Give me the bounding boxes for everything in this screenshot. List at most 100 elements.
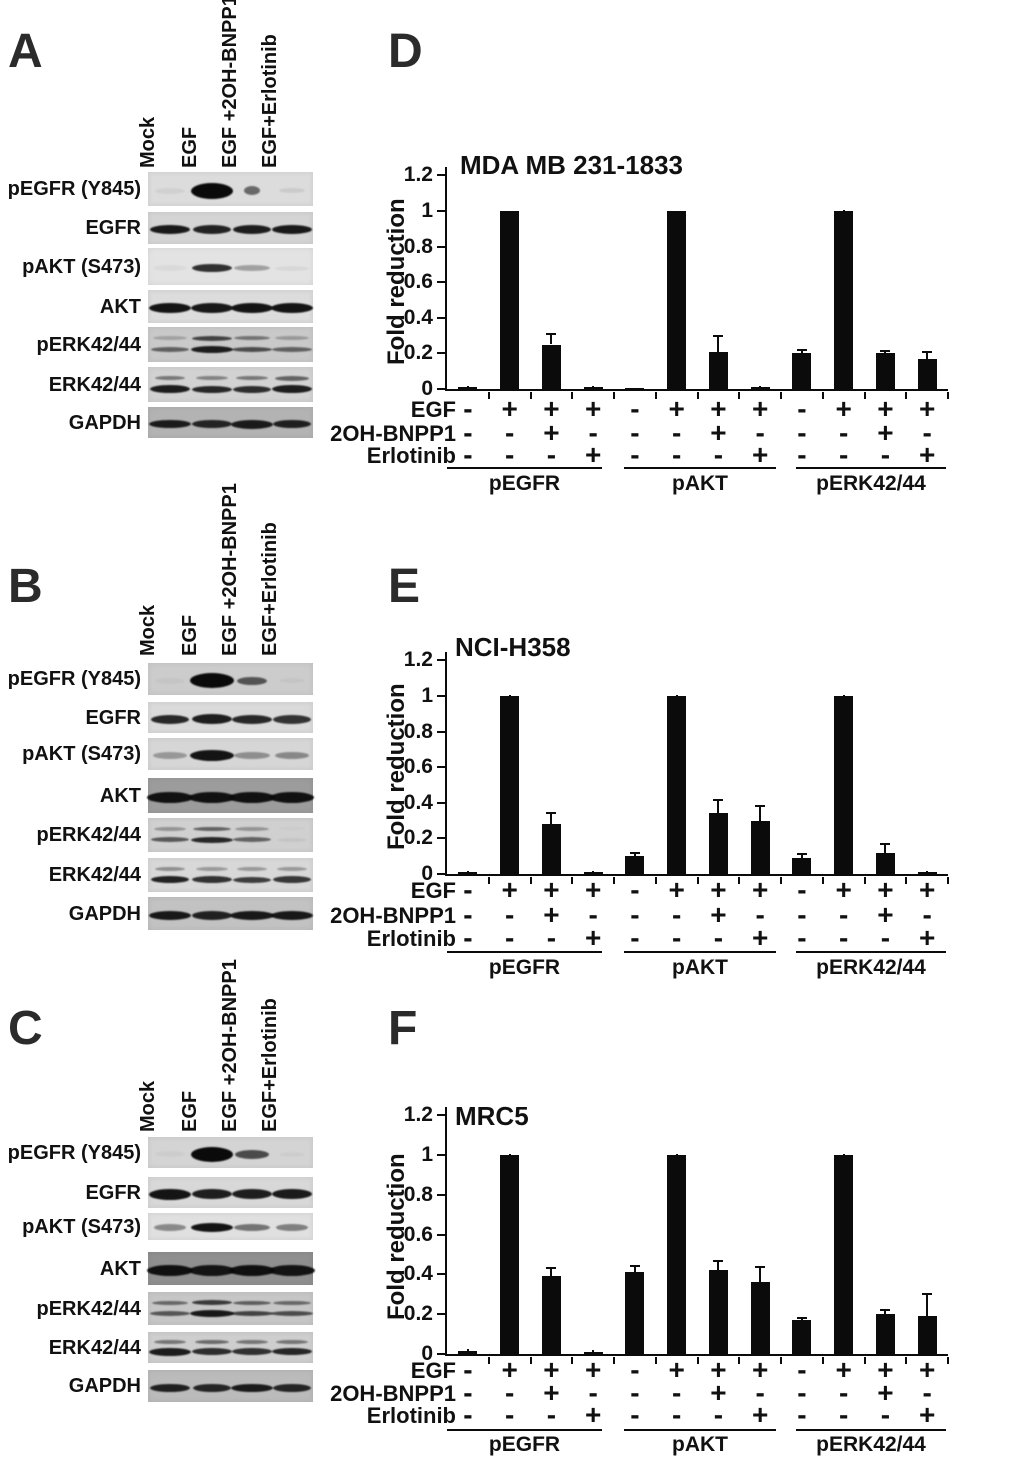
treatment-sign: - — [838, 1377, 849, 1408]
treatment-sign: + — [668, 1354, 685, 1385]
treatment-sign: - — [713, 1399, 724, 1430]
protein-band — [192, 1300, 232, 1306]
y-tick — [437, 1353, 445, 1355]
x-tick — [905, 1357, 908, 1364]
x-tick — [821, 1357, 824, 1364]
treatment-sign: - — [671, 899, 682, 930]
bar — [875, 852, 895, 874]
group-line — [796, 467, 946, 469]
protein-band — [269, 1264, 315, 1276]
blot-row-label: AKT — [99, 784, 141, 807]
treatment-sign: - — [797, 1354, 807, 1385]
treatment-sign: - — [671, 439, 682, 470]
y-tick — [437, 1313, 445, 1316]
protein-band — [190, 673, 234, 689]
x-tick — [654, 877, 657, 884]
treatment-sign: + — [543, 874, 560, 905]
bar — [625, 1272, 645, 1354]
error-bar — [884, 843, 887, 853]
protein-band — [154, 1224, 186, 1232]
blot-row-label: ERK42/44 — [48, 1336, 141, 1359]
y-tick-label: 0.8 — [403, 1182, 433, 1206]
x-tick — [905, 392, 908, 399]
error-bar — [800, 350, 803, 354]
error-bar — [842, 695, 845, 696]
protein-band — [149, 1188, 191, 1200]
x-tick — [738, 392, 741, 399]
treatment-sign: - — [671, 417, 682, 448]
y-tick-label: 0 — [421, 377, 433, 400]
treatment-sign: - — [838, 1399, 849, 1430]
protein-band — [192, 910, 232, 920]
group-label: pEGFR — [488, 956, 561, 979]
chart-title-e: NCI-H358 — [455, 632, 571, 662]
treatment-sign: + — [584, 393, 602, 424]
lane-label-mock: Mock — [137, 1080, 159, 1132]
treatment-sign: - — [630, 417, 640, 448]
error-bar — [592, 1350, 595, 1352]
treatment-sign: - — [630, 1399, 640, 1430]
protein-band — [232, 346, 272, 352]
treatment-sign: - — [630, 1377, 640, 1408]
treatment-sign: - — [504, 417, 515, 448]
treatment-sign: - — [797, 439, 807, 470]
bar — [917, 358, 937, 389]
protein-band — [191, 1146, 233, 1162]
protein-band — [192, 385, 232, 393]
protein-band — [153, 265, 187, 272]
treatment-sign: + — [584, 922, 602, 953]
treatment-sign: + — [751, 393, 769, 424]
protein-band — [230, 910, 274, 920]
x-tick — [571, 877, 574, 884]
treatment-sign: + — [835, 1354, 852, 1385]
protein-band — [275, 375, 309, 381]
blot-row-label: pAKT (S473) — [22, 743, 141, 765]
bar — [708, 1270, 728, 1354]
treatment-sign: + — [584, 874, 602, 905]
error-bar — [508, 1154, 511, 1155]
protein-band — [193, 826, 231, 831]
treatment-sign: + — [751, 874, 769, 905]
error-bar — [800, 1317, 803, 1321]
protein-band — [232, 1189, 272, 1200]
protein-band — [234, 265, 270, 272]
protein-band — [229, 791, 275, 803]
x-tick — [905, 877, 908, 884]
protein-band — [151, 876, 189, 884]
treatment-sign: - — [671, 1399, 682, 1430]
y-tick — [437, 352, 445, 355]
bar — [875, 1314, 895, 1354]
treatment-sign: - — [463, 1354, 473, 1385]
treatment-sign: - — [588, 1377, 598, 1408]
treatment-sign: + — [877, 417, 894, 448]
protein-band — [233, 385, 271, 393]
bar — [458, 872, 478, 874]
protein-band — [191, 182, 233, 199]
blot-row-label: GAPDH — [68, 902, 141, 925]
x-tick — [863, 877, 866, 884]
treatment-sign: - — [504, 922, 515, 953]
blot-row-label: pERK42/44 — [36, 824, 142, 846]
protein-band — [273, 1300, 311, 1305]
treatment-sign: + — [584, 1399, 602, 1430]
x-tick — [529, 877, 532, 884]
treatment-sign: - — [755, 417, 765, 448]
treatment-sign: - — [463, 922, 473, 953]
treatment-sign: - — [463, 439, 473, 470]
error-cap — [713, 335, 724, 338]
lane-label-egf: EGF — [179, 126, 201, 168]
protein-band — [155, 1151, 185, 1157]
protein-band — [192, 335, 232, 341]
y-tick — [437, 245, 445, 248]
error-bar — [550, 812, 553, 825]
blot-image — [148, 818, 313, 852]
protein-band — [190, 1309, 234, 1317]
protein-band — [232, 1348, 272, 1356]
chart-title-d: MDA MB 231-1833 — [460, 150, 684, 180]
treatment-sign: + — [751, 1354, 769, 1385]
panel-letter-f: F — [388, 1002, 418, 1055]
bar — [708, 351, 728, 389]
treatment-sign: + — [543, 393, 560, 424]
treatment-sign: - — [922, 417, 932, 448]
protein-band — [150, 1383, 190, 1392]
